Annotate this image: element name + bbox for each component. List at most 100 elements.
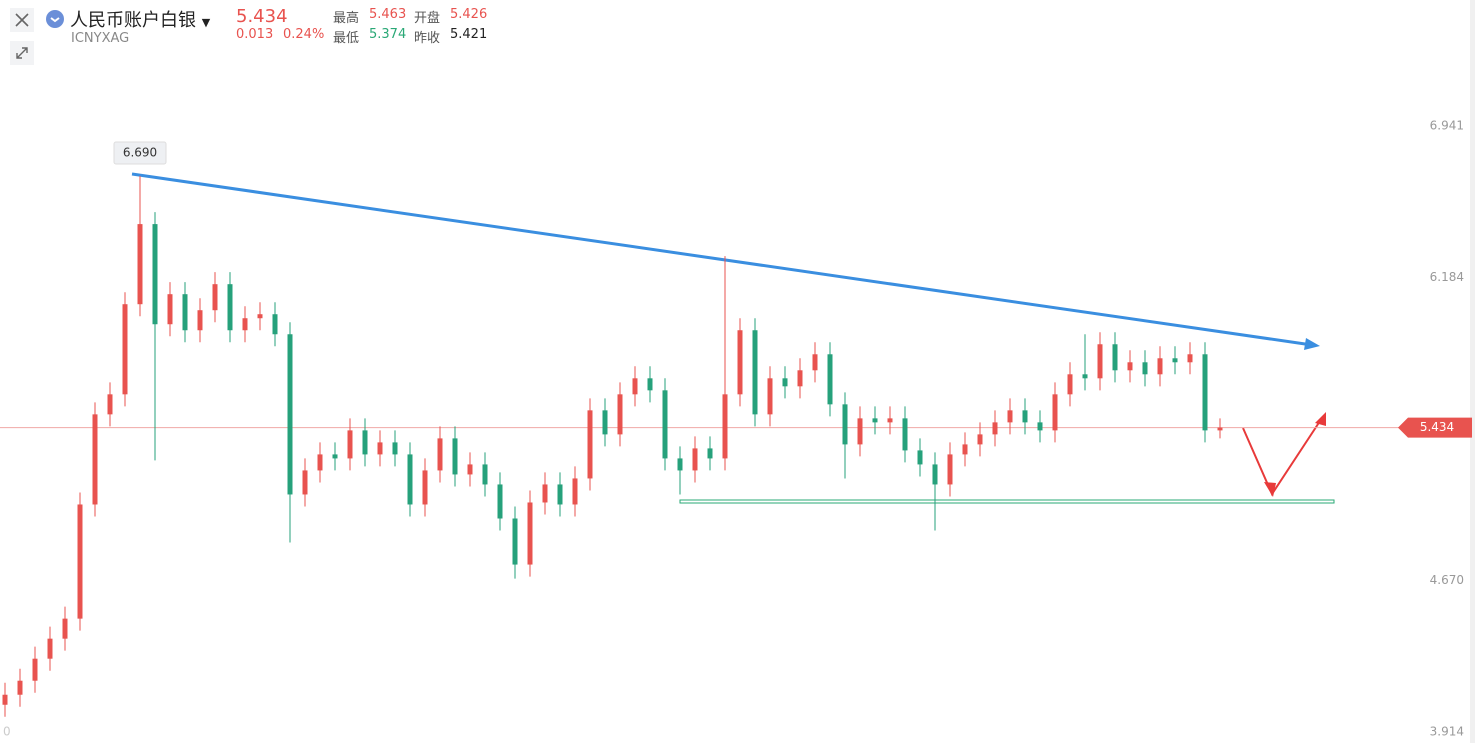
candle-body bbox=[767, 378, 773, 415]
candle-body bbox=[902, 418, 908, 451]
candle-body bbox=[137, 224, 143, 305]
candle-body bbox=[92, 414, 98, 505]
candle-body bbox=[1022, 410, 1028, 423]
change: 0.013 bbox=[236, 27, 274, 42]
candle-body bbox=[317, 454, 323, 471]
arrow-head bbox=[1264, 482, 1276, 497]
label: 开盘 bbox=[414, 11, 441, 26]
candle-body bbox=[422, 470, 428, 505]
collapse-icon bbox=[16, 47, 28, 59]
candle-body bbox=[677, 458, 683, 471]
collapse-button[interactable] bbox=[10, 41, 34, 65]
candle-body bbox=[1037, 422, 1043, 431]
candle-body bbox=[962, 444, 968, 455]
candle-body bbox=[17, 680, 23, 695]
candle-body bbox=[1067, 374, 1073, 395]
value: 5.426 bbox=[450, 7, 488, 22]
dropdown: ▼ bbox=[201, 16, 211, 29]
candle-body bbox=[812, 354, 818, 371]
candle-body bbox=[302, 470, 308, 495]
candle-body bbox=[752, 330, 758, 415]
candle-body bbox=[722, 394, 728, 459]
candle-body bbox=[152, 224, 158, 325]
value: 5.463 bbox=[369, 7, 407, 22]
arrow-head bbox=[1315, 412, 1326, 426]
instrument-name[interactable]: 人民币账户白银 ▼ bbox=[70, 6, 210, 32]
candle-body bbox=[197, 310, 203, 331]
candle-body bbox=[182, 294, 188, 331]
candle-body bbox=[452, 438, 458, 475]
candle-body bbox=[167, 294, 173, 325]
candle-body bbox=[1172, 358, 1178, 363]
candle-body bbox=[2, 694, 8, 705]
candle-body bbox=[827, 354, 833, 405]
candle-body bbox=[737, 330, 743, 395]
candle-body bbox=[1007, 410, 1013, 423]
trend-line bbox=[131, 172, 1313, 347]
candle-body bbox=[377, 442, 383, 455]
logo bbox=[46, 10, 64, 28]
candle-body bbox=[647, 378, 653, 391]
candle-body bbox=[257, 314, 263, 319]
candle-body bbox=[692, 448, 698, 471]
candle-body bbox=[662, 390, 668, 459]
support-box bbox=[679, 499, 1335, 504]
value: 5.374 bbox=[369, 27, 407, 42]
change-pct: 0.24% bbox=[283, 27, 325, 42]
candle-body bbox=[122, 304, 128, 395]
candle-body bbox=[332, 454, 338, 459]
candle-body bbox=[887, 418, 893, 423]
candle-body bbox=[347, 430, 353, 459]
label: 昨收 bbox=[414, 31, 441, 46]
y-tick-label: 3.914 bbox=[1430, 724, 1464, 738]
candle-body bbox=[272, 314, 278, 335]
candle-body bbox=[782, 378, 788, 387]
candle-body bbox=[947, 454, 953, 485]
candle-body bbox=[572, 478, 578, 505]
candle-body bbox=[542, 484, 548, 503]
y-tick-label: 6.184 bbox=[1430, 270, 1464, 284]
candle-body bbox=[977, 434, 983, 445]
candle-body bbox=[47, 638, 53, 659]
candle-body bbox=[392, 442, 398, 455]
price-tag-label: 5.434 bbox=[1420, 420, 1454, 434]
candle-body bbox=[992, 422, 998, 435]
close-button[interactable] bbox=[10, 8, 34, 32]
candle-body bbox=[1052, 394, 1058, 431]
label: 最高 bbox=[333, 11, 360, 26]
candle-body bbox=[227, 284, 233, 331]
candle-body bbox=[932, 464, 938, 485]
candle-body bbox=[77, 504, 83, 619]
candle-body bbox=[1217, 427, 1223, 431]
y-tick-label: 4.670 bbox=[1430, 573, 1464, 587]
close-icon bbox=[15, 13, 29, 27]
candle-body bbox=[707, 448, 713, 459]
candle-body bbox=[1157, 358, 1163, 375]
y-tick-label: 6.941 bbox=[1430, 118, 1464, 132]
candle-body bbox=[362, 430, 368, 455]
candle-body bbox=[797, 370, 803, 387]
candle-body bbox=[32, 658, 38, 681]
forecast-path bbox=[1242, 417, 1323, 497]
symbol: ICNYXAG bbox=[71, 31, 130, 46]
candle-body bbox=[242, 318, 248, 331]
candle-body bbox=[857, 418, 863, 445]
candle-body bbox=[587, 410, 593, 479]
candle-body bbox=[407, 454, 413, 505]
price-tag bbox=[1398, 417, 1472, 438]
candle-body bbox=[497, 484, 503, 519]
label: 最低 bbox=[333, 31, 360, 46]
name-text: 人民币账户白银 bbox=[70, 10, 196, 31]
candle-body bbox=[617, 394, 623, 435]
value: 5.421 bbox=[450, 27, 488, 42]
scrollbar bbox=[1470, 0, 1475, 743]
candle-body bbox=[107, 394, 113, 415]
candle-body bbox=[872, 418, 878, 423]
candle-body bbox=[1142, 362, 1148, 375]
candle-body bbox=[212, 284, 218, 311]
candle-body bbox=[1202, 354, 1208, 431]
candle-body bbox=[557, 484, 563, 505]
candle-body bbox=[527, 502, 533, 565]
